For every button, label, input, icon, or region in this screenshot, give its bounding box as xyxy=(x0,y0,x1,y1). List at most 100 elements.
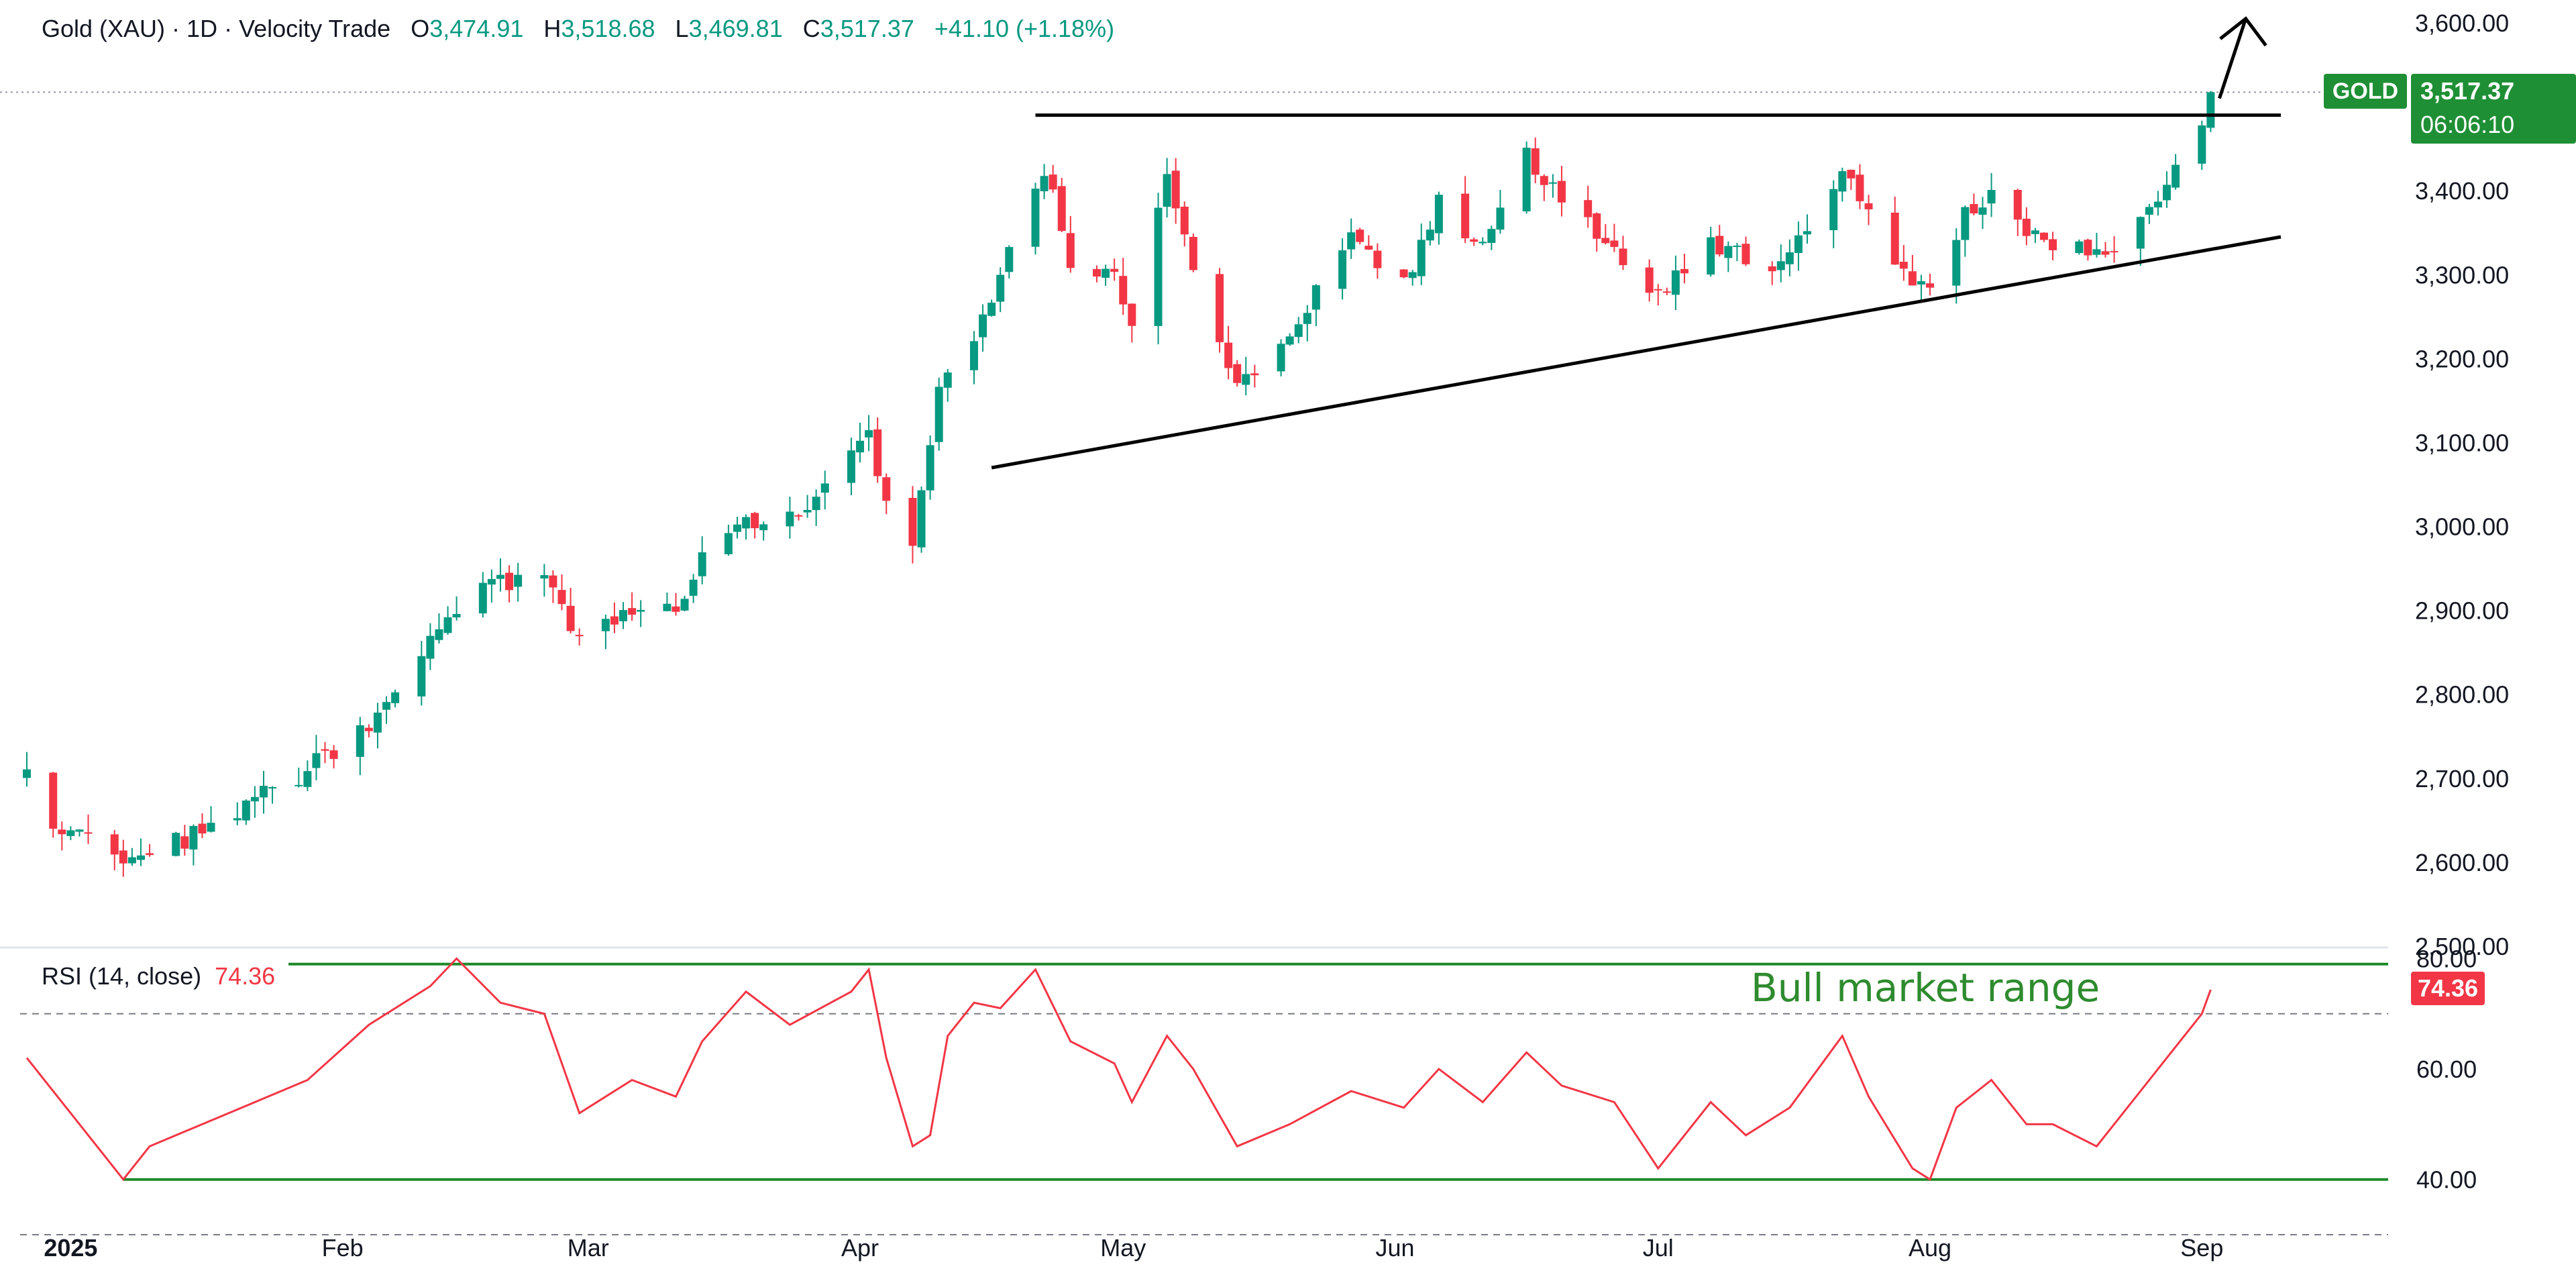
candle-up xyxy=(1408,272,1417,278)
rsi-value-tag: 74.36 xyxy=(2411,972,2485,1005)
candle-down xyxy=(198,823,207,834)
candle-up xyxy=(233,818,241,821)
candle-down xyxy=(180,836,189,849)
candle-down xyxy=(2049,239,2057,250)
high-value: 3,518.68 xyxy=(561,15,655,42)
candle-down xyxy=(2101,251,2110,255)
candle-up xyxy=(1294,324,1303,338)
candle-down xyxy=(1171,170,1180,209)
candle-down xyxy=(1610,240,1619,247)
candle-down xyxy=(1364,246,1373,250)
candle-down xyxy=(2013,189,2022,220)
candle-down xyxy=(1110,268,1119,272)
price-axis-tick: 2,800.00 xyxy=(2415,681,2509,709)
candle-up xyxy=(241,801,250,821)
candle-up xyxy=(268,786,277,789)
candle-down xyxy=(1908,271,1917,286)
candle-up xyxy=(382,702,391,710)
price-axis-tick: 3,300.00 xyxy=(2415,261,2509,289)
candle-down xyxy=(58,829,66,835)
candle-up xyxy=(487,578,496,585)
axis-layer: 2,500.00 2,600.00 2,700.00 2,800.00 2,900.00… xyxy=(44,9,2509,1262)
candle-down xyxy=(672,606,680,612)
candle-up xyxy=(1479,242,1487,244)
candle-up xyxy=(2075,241,2084,254)
candle-down xyxy=(1180,206,1189,235)
time-axis-tick: Jun xyxy=(1376,1234,1415,1262)
candle-up xyxy=(619,610,628,621)
candle-down xyxy=(1470,239,1479,242)
candle-up xyxy=(689,579,698,596)
candle-up xyxy=(979,314,987,338)
symbol-name[interactable]: Gold (XAU) xyxy=(42,15,166,42)
candle-up xyxy=(680,599,689,611)
candle-down xyxy=(1216,274,1224,342)
candle-up xyxy=(136,855,145,860)
price-axis-tick: 2,700.00 xyxy=(2415,765,2509,792)
candle-up xyxy=(724,533,733,554)
candle-up xyxy=(1671,270,1680,295)
time-axis-tick: 2025 xyxy=(44,1234,97,1262)
candle-down xyxy=(1540,176,1548,185)
change-value: +41.10 (+1.18%) xyxy=(934,15,1115,42)
candle-down xyxy=(2084,240,2092,256)
candle-down xyxy=(1890,212,1899,265)
candle-up xyxy=(698,552,706,576)
candle-up xyxy=(426,635,435,659)
price-axis-tick: 2,600.00 xyxy=(2415,849,2509,876)
candles-layer xyxy=(23,91,2215,877)
rsi-series-line xyxy=(25,957,2212,1182)
candle-up xyxy=(637,609,645,612)
candle-down xyxy=(1654,289,1662,291)
candle-down xyxy=(1662,291,1671,293)
candle-up xyxy=(2031,230,2039,234)
candle-up xyxy=(66,830,75,836)
candle-up xyxy=(1426,229,1434,241)
candle-up xyxy=(1733,246,1741,248)
candle-up xyxy=(663,603,672,611)
candle-up xyxy=(2163,185,2171,201)
candle-down xyxy=(1619,248,1627,266)
candle-up xyxy=(1961,207,1970,240)
breakout-arrow xyxy=(2218,17,2248,99)
candle-up xyxy=(1347,232,1356,250)
candle-up xyxy=(2171,164,2180,188)
candle-up xyxy=(1154,207,1163,326)
candle-down xyxy=(1970,204,1978,213)
rsi-legend: RSI (14, close) 74.36 xyxy=(42,962,275,990)
candle-up xyxy=(2136,217,2145,249)
candle-down xyxy=(1461,193,1470,239)
interval-label[interactable]: 1D xyxy=(186,15,218,42)
bull-market-range-label: Bull market range xyxy=(1751,965,2100,1011)
candle-down xyxy=(575,635,584,637)
candle-down xyxy=(628,608,637,615)
candle-up xyxy=(1829,189,1838,231)
candle-down xyxy=(329,750,338,759)
candle-down xyxy=(2022,218,2031,236)
candle-down xyxy=(610,616,619,625)
candle-up xyxy=(435,629,443,640)
candle-up xyxy=(917,490,926,548)
candle-up xyxy=(172,833,180,856)
candle-down xyxy=(1557,181,1566,203)
candle-up xyxy=(943,372,952,388)
candle-up xyxy=(1031,189,1040,247)
candle-down xyxy=(1645,267,1654,293)
close-value: 3,517.37 xyxy=(820,15,914,42)
candle-down xyxy=(1899,262,1908,269)
candle-up xyxy=(934,387,943,442)
chart-legend: Gold (XAU) · 1D · Velocity Trade O3,474.… xyxy=(42,15,1114,43)
time-axis-tick: Sep xyxy=(2180,1234,2223,1262)
last-price-tag: 3,517.37 06:06:10 xyxy=(2411,74,2576,144)
rsi-label[interactable]: RSI (14, close) xyxy=(42,962,202,990)
candle-up xyxy=(1311,285,1320,310)
candle-up xyxy=(259,786,268,798)
candle-down xyxy=(882,477,891,501)
candle-up xyxy=(969,341,978,370)
open-label: O xyxy=(411,15,430,42)
candle-up xyxy=(250,797,259,802)
time-axis-tick: Aug xyxy=(1909,1234,1951,1262)
candle-down xyxy=(1233,364,1242,383)
legend-separator: · xyxy=(165,15,187,42)
